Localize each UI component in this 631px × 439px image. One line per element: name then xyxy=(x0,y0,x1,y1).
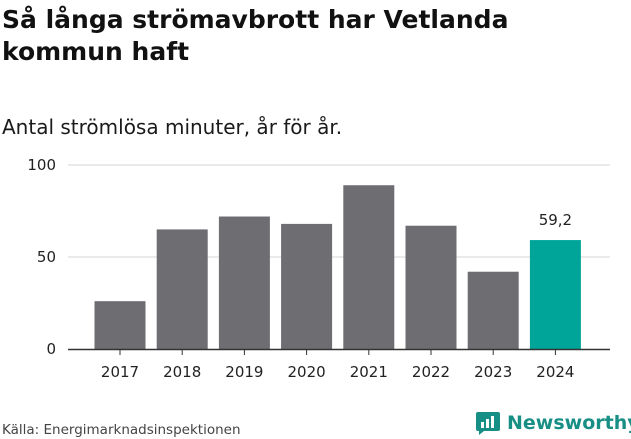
x-tick-label-2021: 2021 xyxy=(350,363,388,381)
y-tick-label-100: 100 xyxy=(27,156,56,174)
x-tick-label-2020: 2020 xyxy=(288,363,326,381)
chart-subtitle: Antal strömlösa minuter, år för år. xyxy=(2,115,343,139)
brand-name: Newsworthy xyxy=(507,412,631,434)
bar-2022 xyxy=(405,225,457,349)
labels: 0 50 100 2017 2018 2019 2020 2021 2022 2023 2024 59… xyxy=(27,156,574,381)
bar-2020 xyxy=(281,223,333,349)
x-tick-label-2023: 2023 xyxy=(474,363,512,381)
axes xyxy=(68,348,610,355)
bar-2024 xyxy=(529,240,581,349)
bar-2021 xyxy=(343,185,395,349)
bar-2017 xyxy=(94,301,146,349)
source-note: Källa: Energimarknadsinspektionen xyxy=(2,422,241,438)
y-tick-label-50: 50 xyxy=(37,248,56,266)
y-tick-label-0: 0 xyxy=(46,340,56,358)
newsworthy-logo: Newsworthy xyxy=(475,410,631,436)
bar-chart: 0 50 100 2017 2018 2019 2020 2021 2022 2023 2024 59… xyxy=(27,156,610,381)
bar-2019 xyxy=(218,216,270,349)
x-tick-label-2017: 2017 xyxy=(101,363,139,381)
x-tick-label-2024: 2024 xyxy=(536,363,574,381)
bar-2023 xyxy=(467,271,519,349)
newsworthy-logo-icon xyxy=(476,412,500,435)
x-tick-label-2019: 2019 xyxy=(225,363,263,381)
chart-title: Så långa strömavbrott har Vetlanda kommu… xyxy=(2,5,509,66)
data-label-2024: 59,2 xyxy=(539,211,572,229)
gridlines xyxy=(68,164,610,258)
x-tick-label-2018: 2018 xyxy=(163,363,201,381)
x-tick-label-2022: 2022 xyxy=(412,363,450,381)
bars xyxy=(94,185,581,349)
bar-2018 xyxy=(156,229,208,349)
